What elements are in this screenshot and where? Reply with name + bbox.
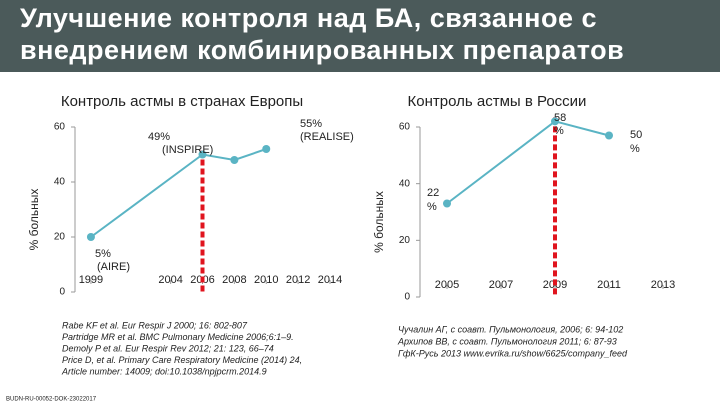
reference: Article number: 14009; doi:10.1038/npjpc… [61,366,267,376]
y-tick-label: 20 [54,232,66,243]
reference: Rabe KF et al. Eur Respir J 2000; 16: 80… [62,320,248,330]
point [198,150,207,159]
point [230,156,239,164]
annotation: 22 [427,187,439,199]
y-tick-label: 20 [399,235,411,246]
y-tick-label: 40 [54,177,66,188]
chart-title: Контроль астмы в России [408,93,587,110]
y-tick-label: 0 [59,287,65,298]
x-tick-label: 2011 [597,279,621,291]
reference: Чучалин АГ, с соавт. Пульмонология, 2006… [398,324,623,334]
footer-code: BUDN-RU-00052-DOK-23022017 [6,397,97,403]
y-tick-label: 60 [54,122,66,133]
annotation: 49% [148,131,170,143]
annotation: 5% [95,248,111,260]
chart-title: Контроль астмы в странах Европы [61,93,303,110]
annotation: (AIRE) [97,261,130,273]
slide-title: Улучшение контроля над БА, связанное с в… [20,3,625,65]
reference: Demoly P et al. Eur Respir Rev 2012; 21:… [62,343,274,353]
y-axis-label: % больных [27,189,41,251]
annotation: 50 [630,129,642,141]
y-tick-label: 60 [399,122,411,133]
annotation: 55% [300,118,322,130]
x-tick-label: 2014 [318,274,342,286]
series-line [90,148,267,238]
x-tick-label: 2013 [651,279,675,291]
point [551,117,559,126]
reference: Partridge MR et al. BMC Pulmonary Medici… [62,332,294,342]
reference: Архипов ВВ, с соавт. Пульмонология 2011;… [397,336,617,346]
x-tick-label: 2004 [158,274,182,286]
point [262,145,271,153]
y-tick-label: 0 [404,292,410,303]
y-tick-label: 40 [399,178,411,189]
x-tick-label: 2012 [286,274,310,286]
annotation: 58 [554,112,566,124]
annotation: % [427,201,437,213]
annotation: % [630,143,640,155]
point [86,233,95,241]
reference: ГфК-Русь 2013 www.evrika.ru/show/6625/co… [398,348,628,358]
header-box: Улучшение контроля над БА, связанное с в… [20,3,625,65]
point [443,199,451,208]
x-tick-label: 2010 [254,274,278,286]
reference: Price D, et al. Primary Care Respiratory… [62,355,302,365]
x-tick-label: 2007 [489,279,513,291]
x-tick-label: 2005 [435,279,459,291]
series-line [446,120,610,205]
x-tick-label: 1999 [79,274,103,286]
annotation: % [554,125,564,137]
point [605,131,613,140]
annotation: (INSPIRE) [162,144,213,156]
y-axis-label: % больных [372,191,386,253]
annotation: (REALISE) [300,131,354,143]
x-tick-label: 2008 [222,274,246,286]
header-band [0,0,720,72]
